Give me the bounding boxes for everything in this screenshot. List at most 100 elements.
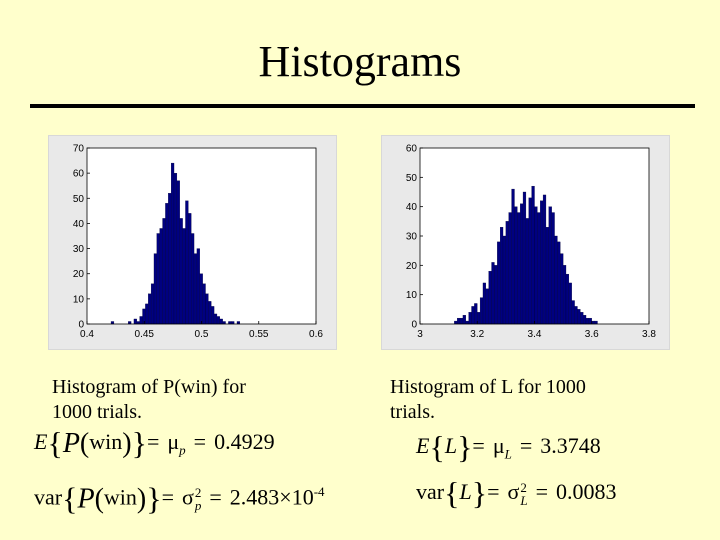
pwin-x-tick-label: 0.5 (195, 329, 209, 340)
eq-subscript: p (194, 498, 202, 514)
caption-l: Histogram of L for 1000 trials. (390, 376, 586, 423)
eq-paren: ) (122, 428, 132, 459)
eq-brace: } (471, 475, 488, 511)
pwin-bar (202, 283, 206, 325)
pwin-y-tick-label: 10 (73, 294, 85, 305)
pwin-bar (173, 172, 178, 325)
l-bar (554, 235, 558, 325)
l-bar (505, 221, 509, 325)
pwin-bar (199, 273, 203, 325)
l-bar (517, 212, 521, 325)
l-bar (551, 212, 555, 325)
histogram-pwin-svg: 0 10 20 30 40 50 60 70 0.4 0.45 0.5 0.55 0.6 (73, 144, 324, 341)
pwin-bar (156, 233, 160, 325)
l-bar (562, 265, 567, 325)
l-bar (565, 273, 570, 325)
l-bar (514, 206, 518, 325)
l-bar (528, 197, 532, 325)
pwin-bar (205, 293, 209, 325)
pwin-bar (139, 316, 143, 325)
l-bar (537, 212, 541, 325)
pwin-bar (171, 162, 175, 325)
l-y-tick-label: 30 (406, 232, 418, 243)
l-bar (508, 212, 512, 325)
l-bar (560, 253, 564, 325)
pwin-y-tick-label: 70 (73, 144, 85, 155)
l-x-tick-label: 3.8 (642, 329, 656, 340)
pwin-x-tick-label: 0.6 (309, 329, 323, 340)
pwin-bar (176, 180, 180, 325)
l-bar (479, 297, 484, 325)
eq-brace: { (429, 429, 445, 465)
eq-variable: P (77, 483, 95, 515)
l-bar (457, 317, 461, 325)
eq-equals: = (209, 484, 222, 510)
eq-paren: ) (136, 483, 147, 515)
pwin-bar (219, 318, 223, 325)
eq-exponent: -4 (313, 484, 325, 499)
l-bar (531, 185, 535, 325)
pwin-y-tick-label: 0 (78, 320, 84, 331)
l-bar (511, 188, 515, 325)
pwin-bar (185, 200, 189, 325)
slide-title: Histograms (258, 37, 462, 86)
l-bar (482, 282, 486, 325)
pwin-bar (211, 306, 215, 325)
eq-brace: } (457, 429, 473, 465)
eq-symbol: μ (492, 433, 505, 458)
l-bar (580, 312, 584, 325)
pwin-y-tick-label: 50 (73, 194, 85, 205)
eq-value: 2.483×10 (229, 484, 314, 510)
caption-pwin: Histogram of P(win) for 1000 trials. (52, 376, 246, 423)
histogram-pwin: 0 10 20 30 40 50 60 70 0.4 0.45 0.5 0.55 0.6 (48, 135, 337, 350)
eq-value: 0.4929 (214, 429, 275, 454)
l-bar (583, 315, 587, 325)
pwin-bar (193, 253, 198, 325)
l-bar (588, 317, 592, 325)
pwin-bar (182, 228, 186, 325)
l-bar (574, 306, 578, 325)
l-bar (520, 203, 524, 325)
eq-value: 0.0083 (556, 479, 617, 504)
l-x-tick-label: 3.6 (585, 329, 599, 340)
histogram-l: 0 10 20 30 40 50 60 3 3.2 3.4 3.6 3.8 (381, 135, 670, 350)
pwin-y-tick-label: 30 (73, 244, 85, 255)
eq-operator: var (416, 479, 445, 504)
eq-superscript: 2 (520, 480, 527, 495)
eq-subscript: L (504, 446, 512, 462)
l-x-tick-label: 3 (417, 329, 423, 340)
l-bar (488, 271, 492, 325)
eq-equals: = (519, 433, 533, 458)
l-y-tick-label: 20 (406, 261, 418, 272)
eq-equals: = (161, 484, 174, 510)
eq-variable: P (62, 428, 80, 459)
pwin-bar (148, 293, 152, 325)
equation-variance-l: var{L}= σ2 L = 0.0083 (416, 477, 617, 509)
title-divider (30, 104, 695, 108)
l-bar (485, 288, 489, 325)
eq-equals: = (472, 433, 485, 458)
l-bar (502, 235, 507, 325)
pwin-y-tick-label: 60 (73, 169, 85, 180)
pwin-bar (179, 218, 183, 325)
equation-mean-l: E{L}= μL = 3.3748 (416, 429, 601, 468)
l-bar (454, 320, 458, 325)
pwin-bar (165, 203, 169, 325)
l-bar (594, 320, 598, 325)
pwin-bar (196, 248, 200, 325)
l-bar (568, 282, 572, 325)
eq-brace: } (146, 480, 162, 517)
l-y-tick-label: 0 (411, 320, 417, 331)
l-bar (500, 227, 504, 325)
l-bar (462, 315, 466, 325)
l-bar (525, 218, 529, 325)
eq-superscript: 2 (194, 485, 202, 501)
eq-equals: = (193, 429, 207, 454)
pwin-bar (159, 228, 163, 325)
pwin-bar (162, 218, 166, 325)
pwin-bar (213, 313, 218, 325)
l-bar (585, 317, 590, 325)
pwin-bar (191, 233, 195, 325)
equation-mean-pwin: E{P(win)}= μp = 0.4929 (34, 427, 275, 464)
equation-variance-pwin: var{P(win)}= σ2 p = 2.483×10-4 (34, 478, 325, 517)
